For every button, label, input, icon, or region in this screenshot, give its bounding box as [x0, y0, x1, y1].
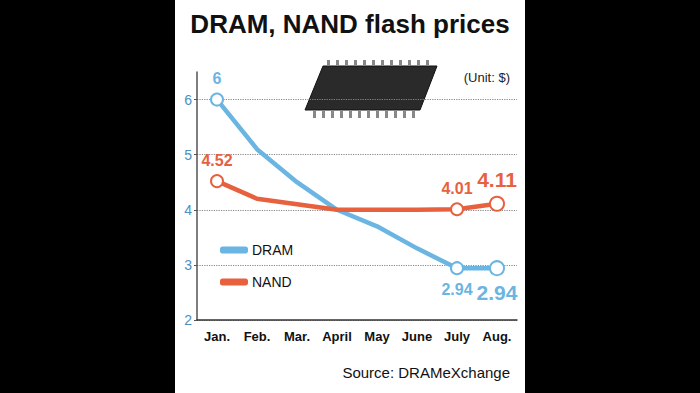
- svg-text:4.01: 4.01: [441, 180, 472, 197]
- svg-text:June: June: [402, 329, 432, 344]
- svg-text:2.94: 2.94: [477, 281, 518, 304]
- svg-text:July: July: [444, 329, 471, 344]
- svg-text:(Unit: $): (Unit: $): [464, 70, 510, 85]
- svg-text:4.52: 4.52: [201, 152, 232, 169]
- svg-text:6: 6: [213, 70, 222, 87]
- svg-text:DRAM: DRAM: [252, 242, 293, 258]
- svg-text:NAND: NAND: [252, 274, 292, 290]
- svg-text:Aug.: Aug.: [483, 329, 512, 344]
- svg-text:Feb.: Feb.: [244, 329, 271, 344]
- svg-text:2.94: 2.94: [441, 281, 472, 298]
- svg-text:2: 2: [184, 312, 192, 328]
- svg-text:Mar.: Mar.: [284, 329, 310, 344]
- svg-text:Jan.: Jan.: [204, 329, 230, 344]
- svg-text:6: 6: [184, 92, 192, 108]
- svg-text:Source: DRAMeXchange: Source: DRAMeXchange: [342, 364, 510, 381]
- svg-text:DRAM, NAND flash prices: DRAM, NAND flash prices: [190, 9, 509, 39]
- svg-text:4.11: 4.11: [477, 168, 517, 191]
- svg-text:April: April: [322, 329, 352, 344]
- svg-text:5: 5: [184, 147, 192, 163]
- svg-text:May: May: [364, 329, 390, 344]
- svg-text:4: 4: [184, 202, 192, 218]
- svg-text:3: 3: [184, 257, 192, 273]
